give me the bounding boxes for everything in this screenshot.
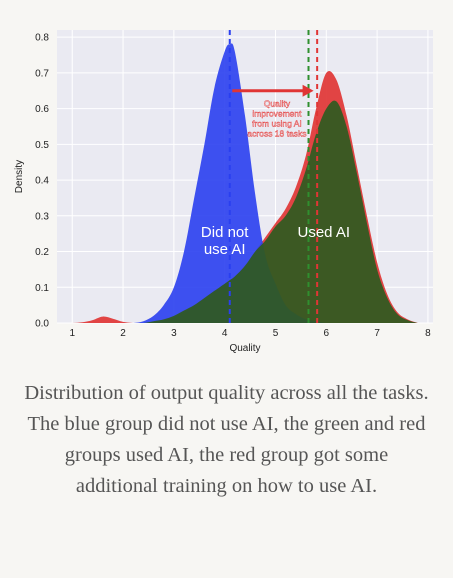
y-axis-label: Density [14,160,25,193]
arrow-head [302,84,314,97]
y-tick-label: 0.7 [35,68,49,79]
x-tick-label: 2 [120,328,126,339]
x-axis-label: Quality [229,343,260,354]
x-tick-label: 1 [69,328,75,339]
ticks: 1 2 3 4 5 6 7 8 0.0 0.1 0.2 0.3 0.4 0.5 0.6 0.7 0.8 [35,33,431,339]
y-tick-label: 0.2 [35,247,49,258]
density-area [62,100,418,323]
y-tick-label: 0.0 [35,319,49,330]
y-tick-label: 0.4 [35,176,49,187]
y-tick-label: 0.1 [35,283,49,294]
density-chart: 1 2 3 4 5 6 7 8 0.0 0.1 0.2 0.3 0.4 0.5 0.6 0.7 0.8 Qual… [14,30,433,354]
annotation-line: Quality [264,99,291,109]
x-tick-label: 7 [374,328,380,339]
group-label: use AI [204,241,246,258]
x-tick-label: 5 [273,328,279,339]
density-area [62,43,418,323]
density-areas [62,43,418,323]
x-tick-label: 6 [324,328,330,339]
y-tick-label: 0.5 [35,140,49,151]
group-label: Used AI [297,224,350,241]
y-tick-label: 0.3 [35,211,49,222]
y-tick-label: 0.6 [35,104,49,115]
y-tick-label: 0.8 [35,33,49,44]
annotation-line: from using AI [252,119,302,129]
x-tick-label: 4 [222,328,228,339]
annotation-line: across 18 tasks [247,129,306,139]
improvement-arrow [232,84,314,97]
annotation-line: improvement [252,109,302,119]
figure-caption: Distribution of output quality across al… [24,382,429,497]
mean-lines [228,30,319,323]
group-label: Did not [201,224,249,241]
x-tick-label: 3 [171,328,177,339]
x-tick-label: 8 [425,328,431,339]
